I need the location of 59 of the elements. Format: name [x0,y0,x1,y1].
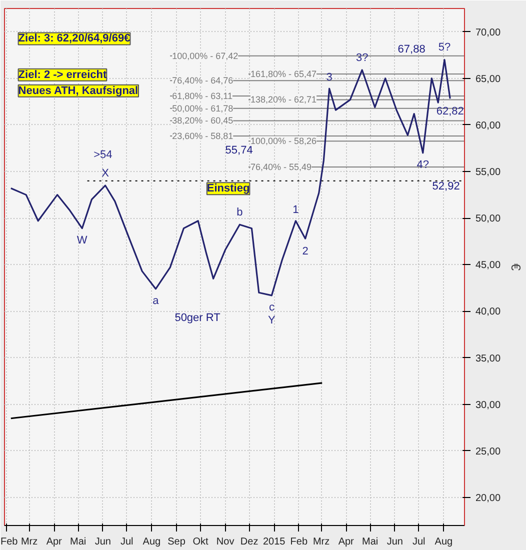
annotation: 138,20% - 62,71 [250,94,317,105]
y-tick-label: 45,00 [476,260,501,272]
x-tick-label: Mai [362,536,378,548]
y-tick-label: 20,00 [476,493,501,504]
annotation: 55,74 [225,144,253,156]
x-tick-label: Jul [120,536,134,548]
annotation: 161,80% - 65,47 [250,68,317,79]
annotation: 61,80% - 63,11 [172,90,232,101]
annotation: 50,00% - 61,78 [172,103,234,114]
annotation: 100,00% - 67,42 [172,50,238,61]
x-tick-label: Mrz [312,536,330,548]
annotation: Ziel: 3: 62,20/64,9/69€ [18,32,130,45]
annotation: 2 [302,246,308,258]
annotation: 38,20% - 60,45 [172,116,234,126]
annotation: X [102,167,110,180]
x-tick-label: Aug [142,536,161,548]
y-tick-label: 30,00 [476,400,501,411]
annotation: Einstieg [206,182,250,195]
y-tick-label: 55,00 [476,167,501,178]
x-tick-label: Mai [70,536,86,548]
x-tick-label: Jun [386,536,403,548]
y-tick-label: 50,00 [476,214,501,225]
annotation: b [236,206,243,219]
annotation: c [268,301,275,314]
annotation: 67,88 [398,43,426,56]
annotation: >54 [94,148,112,161]
x-tick-label: Nov [216,536,234,548]
annotation: Ziel: 2 -> erreicht Neues ATH, Kaufsignal [18,68,138,97]
y-tick-label: 65,00 [476,74,501,85]
annotation: 1 [292,204,299,216]
x-tick-label: Apr [46,536,63,548]
x-tick-label: Aug [434,536,453,548]
y-tick-label: 25,00 [476,446,501,458]
x-tick-label: Mrz [20,536,38,548]
annotation: W [76,234,88,246]
annotation: 76,40% - 64,76 [172,76,234,86]
x-tick-label: Jul [412,536,426,548]
annotation: Y [268,314,276,326]
x-tick-label: Okt [192,536,208,548]
y-axis-title: € [508,263,524,272]
annotation: 76,40% - 55,49 [250,162,312,172]
y-tick-label: 70,00 [476,27,501,38]
x-tick-label: Dez [240,536,258,548]
annotation: 100,00% - 58,26 [250,136,317,146]
annotation: a [152,294,160,307]
annotation: 50ger RT [174,312,221,324]
x-tick-label: 2015 [262,536,286,548]
annotation: 5? [438,42,451,54]
x-tick-label: Jun [94,536,111,548]
y-tick-label: 60,00 [476,120,501,132]
annotation: 23,60% - 58,81 [172,131,234,142]
annotation: 62,82 [436,106,464,118]
x-tick-label: Feb [0,536,18,548]
annotation: 52,92 [432,180,460,192]
x-tick-label: Feb [290,536,308,548]
y-tick-label: 40,00 [476,306,501,318]
y-tick-label: 35,00 [476,353,501,364]
x-tick-label: Sep [168,536,186,548]
x-tick-label: Apr [338,536,355,548]
